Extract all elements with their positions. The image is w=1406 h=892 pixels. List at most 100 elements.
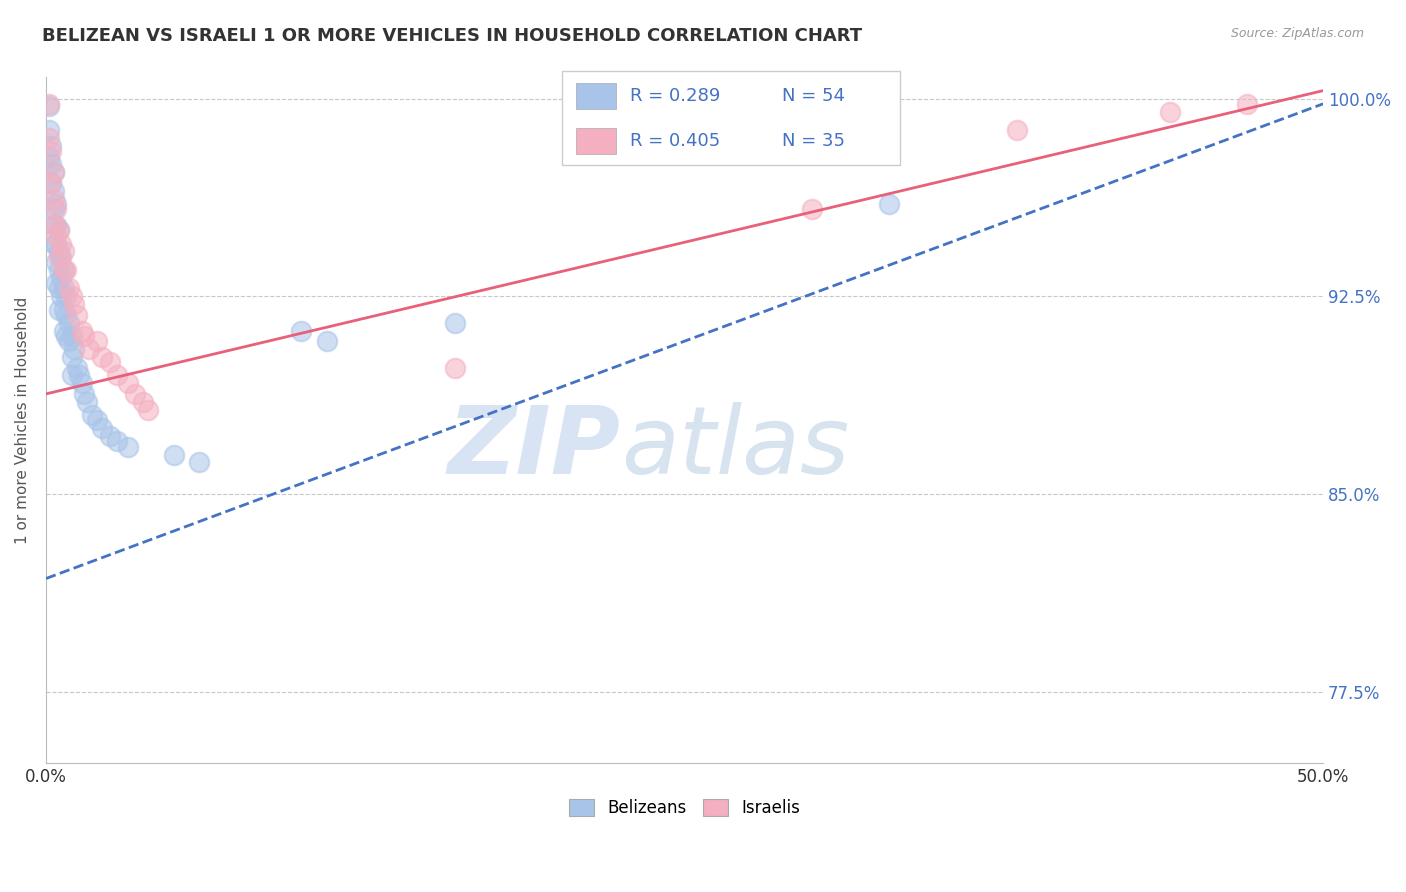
Point [117, 440, 139, 454]
Point [45, 276, 67, 290]
Point [98, 355, 121, 369]
Point [45, 255, 67, 269]
Point [39, 176, 62, 190]
Point [60, 350, 83, 364]
Point [80, 408, 103, 422]
Point [52, 281, 75, 295]
Point [58, 281, 80, 295]
Point [877, 197, 900, 211]
Point [45, 197, 67, 211]
Point [79, 342, 101, 356]
Point [1159, 104, 1181, 119]
Point [107, 434, 129, 449]
Point [107, 368, 129, 383]
Point [65, 360, 87, 375]
Point [42, 218, 65, 232]
Point [42, 184, 65, 198]
Point [86, 334, 108, 348]
Point [55, 329, 77, 343]
Point [65, 308, 87, 322]
Point [91, 421, 114, 435]
Legend: Belizeans, Israelis: Belizeans, Israelis [562, 792, 807, 823]
Point [67, 368, 90, 383]
Point [136, 402, 159, 417]
Point [60, 289, 83, 303]
Text: atlas: atlas [620, 402, 849, 493]
Point [117, 376, 139, 391]
Point [52, 263, 75, 277]
Point [70, 324, 93, 338]
Point [42, 236, 65, 251]
Point [42, 165, 65, 179]
Point [48, 223, 70, 237]
Point [86, 413, 108, 427]
Point [42, 192, 65, 206]
Point [45, 228, 67, 243]
Point [55, 289, 77, 303]
Point [42, 202, 65, 217]
Point [73, 387, 96, 401]
Text: BELIZEAN VS ISRAELI 1 OR MORE VEHICLES IN HOUSEHOLD CORRELATION CHART: BELIZEAN VS ISRAELI 1 OR MORE VEHICLES I… [42, 27, 862, 45]
Point [1005, 123, 1028, 137]
Bar [576, 128, 616, 153]
Point [52, 302, 75, 317]
Point [51, 271, 73, 285]
Point [38, 131, 60, 145]
Point [188, 455, 211, 469]
Point [38, 99, 60, 113]
Point [163, 448, 186, 462]
Point [39, 139, 62, 153]
Point [58, 334, 80, 348]
Point [51, 236, 73, 251]
Point [52, 324, 75, 338]
Point [132, 394, 155, 409]
Point [63, 342, 86, 356]
Point [801, 202, 824, 217]
Point [55, 263, 77, 277]
Point [52, 244, 75, 259]
Text: Source: ZipAtlas.com: Source: ZipAtlas.com [1230, 27, 1364, 40]
Point [91, 350, 114, 364]
Point [63, 297, 86, 311]
Point [39, 145, 62, 159]
Point [38, 96, 60, 111]
Point [70, 376, 93, 391]
Point [51, 289, 73, 303]
Text: N = 35: N = 35 [782, 132, 845, 150]
Point [48, 263, 70, 277]
Point [45, 202, 67, 217]
Point [48, 223, 70, 237]
Point [48, 244, 70, 259]
Text: N = 54: N = 54 [782, 87, 845, 104]
Point [1236, 96, 1258, 111]
Text: ZIP: ZIP [449, 401, 620, 493]
Point [39, 157, 62, 171]
Point [38, 123, 60, 137]
Point [39, 176, 62, 190]
Point [290, 324, 312, 338]
Text: R = 0.405: R = 0.405 [630, 132, 720, 150]
Point [76, 394, 98, 409]
Point [52, 263, 75, 277]
Point [48, 302, 70, 317]
Point [55, 308, 77, 322]
Point [73, 329, 96, 343]
Point [443, 360, 465, 375]
Point [48, 250, 70, 264]
Point [51, 250, 73, 264]
Point [58, 316, 80, 330]
Point [38, 150, 60, 164]
Point [60, 329, 83, 343]
Point [316, 334, 339, 348]
Point [124, 387, 146, 401]
Point [48, 281, 70, 295]
Point [98, 429, 121, 443]
Point [45, 218, 67, 232]
Point [42, 218, 65, 232]
Text: R = 0.289: R = 0.289 [630, 87, 720, 104]
Bar [576, 83, 616, 109]
Y-axis label: 1 or more Vehicles in Household: 1 or more Vehicles in Household [15, 297, 30, 544]
Point [45, 236, 67, 251]
FancyBboxPatch shape [562, 71, 900, 165]
Point [60, 368, 83, 383]
